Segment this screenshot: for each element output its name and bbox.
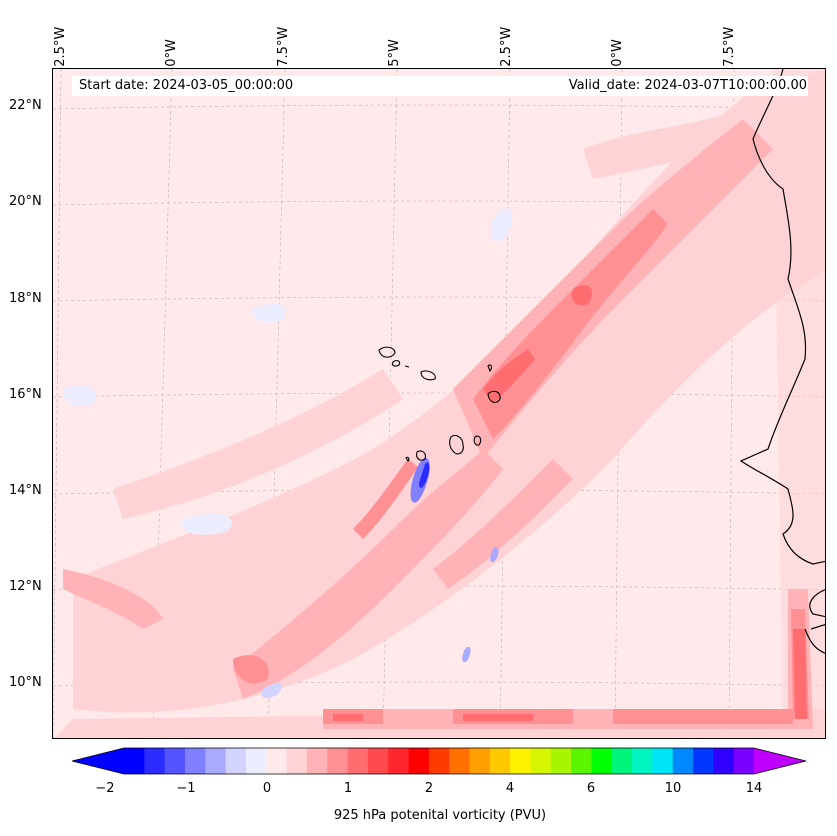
- colorbar-tick: 0: [262, 781, 272, 796]
- colorbar-segment: [591, 748, 613, 774]
- colorbar-segment: [144, 748, 166, 774]
- colorbar-segment: [733, 748, 755, 774]
- colorbar-segments: [124, 748, 755, 774]
- colorbar-segment: [266, 748, 288, 774]
- lat-label-20n: 20°N: [9, 194, 42, 209]
- pv-field-map: [53, 69, 825, 738]
- colorbar-segment: [672, 748, 694, 774]
- colorbar-segment: [489, 748, 511, 774]
- colorbar-segment: [225, 748, 247, 774]
- colorbar-tick: 4: [505, 781, 515, 796]
- start-date-label: Start date: 2024-03-05_00:00:00: [79, 78, 294, 93]
- colorbar-segment: [510, 748, 531, 774]
- colorbar-outline: [72, 747, 807, 775]
- lat-label-14n: 14°N: [9, 483, 42, 498]
- date-info-bar: [72, 76, 808, 96]
- colorbar-tick: 10: [664, 781, 682, 796]
- colorbar-tick: 6: [586, 781, 596, 796]
- colorbar-segment: [184, 748, 206, 774]
- lat-label-12n: 12°N: [9, 579, 42, 594]
- coastline-africa: [739, 69, 825, 654]
- colorbar-segment: [611, 748, 633, 774]
- colorbar-segment: [632, 748, 653, 774]
- lat-label-10n: 10°N: [9, 675, 42, 690]
- valid-date-label: Valid_date: 2024-03-07T10:00:00.00: [568, 78, 807, 93]
- colorbar-tick: 2: [424, 781, 434, 796]
- colorbar-segment: [550, 748, 572, 774]
- colorbar-segment: [428, 748, 450, 774]
- colorbar-segment: [286, 748, 308, 774]
- colorbar-segment: [327, 748, 349, 774]
- pv-band-core: [333, 284, 807, 721]
- colorbar-segment: [449, 748, 470, 774]
- colorbar-under-arrow: [72, 748, 124, 774]
- colorbar-segment: [205, 748, 227, 774]
- colorbar-tick: 14: [745, 781, 763, 796]
- pv-negative-anomalies: [62, 208, 513, 699]
- colorbar-segment: [571, 748, 592, 774]
- colorbar-segment: [652, 748, 674, 774]
- colorbar-tick: 1: [343, 781, 353, 796]
- colorbar-segment: [713, 748, 735, 774]
- colorbar-over-arrow: [754, 748, 806, 774]
- colorbar-segment: [408, 748, 430, 774]
- colorbar-segment: [693, 748, 714, 774]
- lat-label-16n: 16°N: [9, 387, 42, 402]
- colorbar-segment: [306, 748, 328, 774]
- colorbar-tick: −1: [176, 781, 196, 796]
- colorbar-segment: [164, 748, 186, 774]
- colorbar-segment: [124, 748, 145, 774]
- colorbar-segment: [347, 748, 369, 774]
- cape-verde-islands: [378, 346, 501, 462]
- colorbar-segment: [469, 748, 491, 774]
- colorbar: [72, 747, 807, 775]
- colorbar-label: 925 hPa potenital vorticity (PVU): [333, 808, 547, 823]
- colorbar-segment: [367, 748, 389, 774]
- colorbar-segment: [245, 748, 267, 774]
- colorbar-segment: [530, 748, 552, 774]
- lat-label-22n: 22°N: [9, 98, 42, 113]
- map-panel: [52, 68, 826, 739]
- colorbar-segment: [388, 748, 410, 774]
- lat-label-18n: 18°N: [9, 291, 42, 306]
- colorbar-tick: −2: [95, 781, 115, 796]
